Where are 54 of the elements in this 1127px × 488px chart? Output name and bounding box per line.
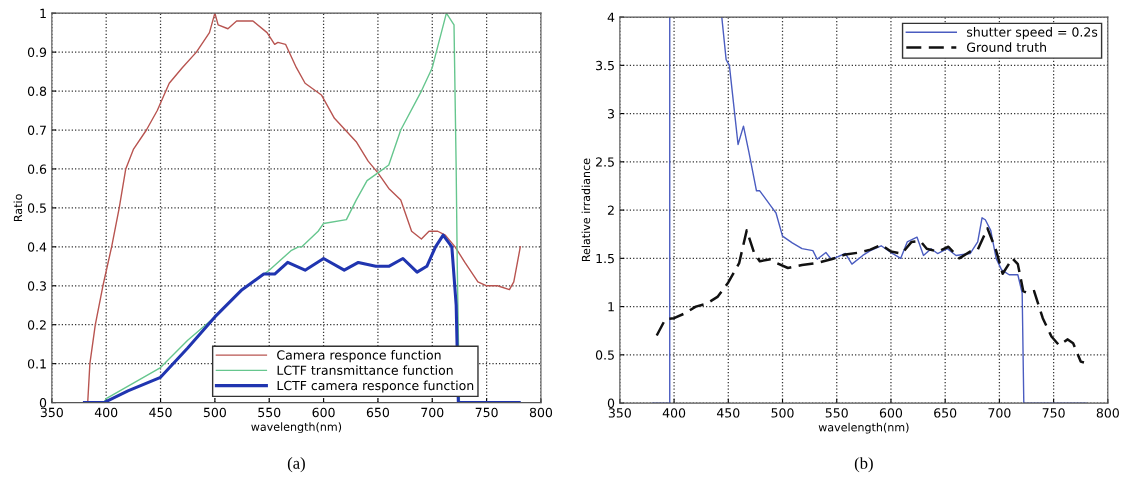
x-tick-label: 350: [40, 407, 63, 418]
line-series: [655, 227, 1086, 364]
y-tick-label: 1: [608, 302, 614, 312]
x-tick-label: 450: [716, 408, 740, 418]
legend-label: shutter speed = 0.2s: [966, 27, 1098, 40]
x-tick-label: 400: [662, 408, 686, 418]
x-tick-label: 550: [258, 407, 281, 418]
legend-label: Camera responce function: [277, 350, 441, 363]
text: (a): [287, 457, 305, 473]
x-tick-label: 450: [149, 407, 172, 418]
x-tick-label: 350: [608, 408, 631, 418]
legend-label: Ground truth: [967, 42, 1046, 52]
x-tick-label: 650: [366, 407, 390, 418]
y-tick-label: 0.8: [27, 86, 47, 96]
y-tick-label: 0.9: [27, 47, 47, 58]
y-tick-label: 3: [607, 109, 614, 119]
legend-label: LCTF camera responce function: [277, 380, 474, 393]
y-tick-label: 0.7: [27, 125, 46, 135]
line-series: [87, 13, 522, 403]
x-tick-label: 800: [529, 407, 553, 418]
y-tick-label: 0.2: [27, 320, 46, 330]
y-tick-label: 2.5: [596, 157, 614, 167]
x-tick-label: 800: [1096, 408, 1119, 418]
x-tick-label: 650: [934, 408, 957, 418]
y-tick-label: 4: [607, 12, 615, 22]
x-tick-label: 550: [825, 408, 848, 418]
x-axis-title: wavelength(nm): [251, 422, 342, 434]
x-tick-label: 600: [312, 407, 335, 418]
y-tick-label: 0.3: [27, 281, 46, 291]
x-tick-label: 500: [203, 407, 226, 418]
y-tick-label: 0.4: [27, 242, 47, 252]
x-tick-label: 600: [879, 408, 903, 418]
y-axis-title: Relative irradiance: [581, 158, 591, 262]
line-series: [82, 233, 521, 403]
x-axis-title: wavelength(nm): [818, 422, 909, 434]
x-tick-label: 750: [1042, 408, 1065, 418]
y-tick-label: 1.5: [596, 253, 614, 264]
y-tick-label: 0.6: [27, 164, 47, 174]
legend-label: LCTF transmittance function: [277, 365, 453, 375]
x-tick-label: 700: [421, 407, 444, 418]
x-tick-label: 750: [475, 407, 498, 418]
text: (b): [854, 457, 873, 473]
y-tick-label: 0: [607, 398, 615, 409]
y-axis-title: Ratio: [13, 194, 23, 222]
y-tick-label: 0.1: [27, 359, 46, 369]
y-tick-label: 0.5: [27, 203, 46, 213]
y-tick-label: 3.5: [596, 60, 614, 71]
y-tick-label: 2: [607, 205, 614, 215]
y-tick-label: 1: [40, 8, 46, 18]
y-tick-label: 0.5: [595, 350, 614, 360]
x-tick-label: 700: [988, 408, 1011, 418]
y-tick-label: 0: [39, 398, 47, 408]
x-tick-label: 400: [94, 407, 118, 418]
x-tick-label: 500: [771, 408, 794, 418]
